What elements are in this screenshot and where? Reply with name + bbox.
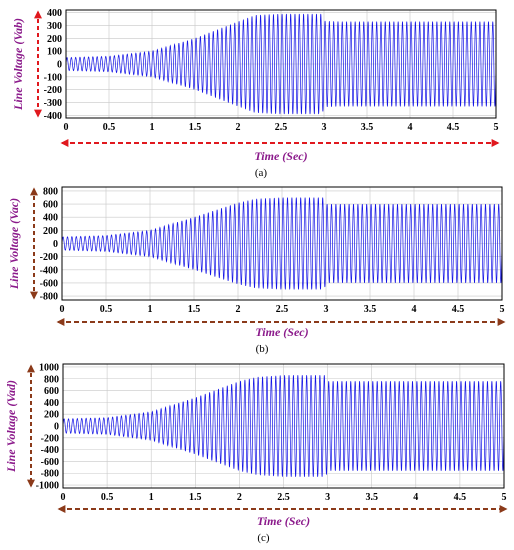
y-tick-label: 400 [43, 213, 58, 224]
x-tick-label: 0.5 [103, 122, 116, 133]
x-tick-label: 3 [322, 122, 327, 133]
x-tick-label: 3.5 [364, 304, 377, 315]
chart-panel-2: 0 0.5 1 1.5 2 2.5 3 3.5 4 4.5 5 800 600 400 200 0 -200 -4… [7, 186, 506, 355]
x-tick-label: 4.5 [452, 304, 465, 315]
panel-caption: (c) [257, 532, 270, 544]
plot-frame [62, 363, 505, 489]
x-tick-label: 4 [413, 492, 418, 503]
waveform-series [65, 13, 497, 115]
y-tick-label: -400 [44, 111, 62, 122]
x-tick-label: 2.5 [276, 304, 289, 315]
x-tick-label: 3.5 [365, 492, 378, 503]
x-axis-label: Time (Sec) [255, 325, 308, 339]
x-tick-label: 1.5 [189, 492, 202, 503]
y-tick-label: -800 [41, 469, 59, 480]
x-tick-label: 2.5 [275, 122, 288, 133]
y-tick-label: -600 [40, 278, 58, 289]
y-axis-label: Line Voltage (Vad) [4, 380, 18, 473]
x-tick-label: 3.5 [361, 122, 374, 133]
x-tick-label: 5 [500, 304, 505, 315]
y-tick-label: 200 [43, 226, 58, 237]
x-axis-label: Time (Sec) [257, 514, 310, 528]
x-tick-label: 4 [412, 304, 417, 315]
x-tick-label: 0 [60, 304, 65, 315]
y-tick-label: -200 [40, 252, 58, 263]
y-axis-label: Line Voltage (Vab) [11, 18, 25, 111]
y-tick-label: 800 [44, 374, 59, 385]
y-tick-label: 400 [47, 8, 62, 19]
x-tick-label: 1.5 [189, 122, 202, 133]
y-tick-label: 0 [54, 422, 59, 433]
x-tick-label: 1 [149, 492, 154, 503]
x-tick-label: 0 [64, 122, 69, 133]
x-tick-label: 1 [150, 122, 155, 133]
y-tick-label: -400 [41, 445, 59, 456]
y-tick-label: 800 [43, 186, 58, 197]
x-tick-label: 2 [237, 492, 242, 503]
y-tick-label: 100 [47, 47, 62, 58]
waveform-series [62, 375, 505, 477]
x-tick-label: 1.5 [188, 304, 201, 315]
y-tick-label: 600 [43, 200, 58, 211]
x-tick-label: 0.5 [100, 304, 113, 315]
y-tick-label: -1000 [36, 481, 59, 492]
chart-panel-1: 0 0.5 1 1.5 2 2.5 3 3.5 4 4.5 54003002001000-100-2… [11, 8, 500, 179]
y-tick-label: 200 [47, 34, 62, 45]
panel-caption: (b) [256, 343, 269, 355]
y-tick-label: 1000 [39, 362, 59, 373]
y-tick-label: 0 [53, 239, 58, 250]
x-tick-label: 2 [236, 304, 241, 315]
y-tick-label: -300 [44, 98, 62, 109]
x-tick-label: 4 [408, 122, 413, 133]
y-tick-label: -800 [40, 292, 58, 303]
y-tick-label: -200 [41, 433, 59, 444]
x-tick-label: 2.5 [277, 492, 290, 503]
y-tick-label: 600 [44, 386, 59, 397]
x-tick-label: 3 [324, 304, 329, 315]
x-tick-label: 4.5 [454, 492, 467, 503]
x-tick-label: 5 [502, 492, 507, 503]
y-tick-label: 0 [57, 60, 62, 71]
x-tick-label: 3 [325, 492, 330, 503]
plot-frame [65, 9, 497, 119]
y-tick-label: 200 [44, 410, 59, 421]
x-axis-label: Time (Sec) [254, 149, 307, 163]
chart-panel-3: 0 0.5 1 1.5 2 2.5 3 3.5 4 4.5 510008006004002000-2… [4, 362, 508, 544]
x-tick-label: 5 [494, 122, 499, 133]
y-tick-label: -600 [41, 457, 59, 468]
x-tick-label: 4.5 [447, 122, 460, 133]
y-tick-label: 300 [47, 21, 62, 32]
x-tick-label: 0.5 [101, 492, 114, 503]
waveform-series [61, 197, 503, 290]
x-tick-label: 2 [236, 122, 241, 133]
x-tick-label: 0 [61, 492, 66, 503]
panel-caption: (a) [255, 167, 268, 179]
y-tick-label: -400 [40, 265, 58, 276]
y-tick-label: 400 [44, 398, 59, 409]
plot-frame [61, 186, 503, 301]
y-tick-label: -100 [44, 72, 62, 83]
y-axis-label: Line Voltage (Vac) [7, 198, 21, 290]
y-tick-label: -200 [44, 85, 62, 96]
x-tick-label: 1 [148, 304, 153, 315]
